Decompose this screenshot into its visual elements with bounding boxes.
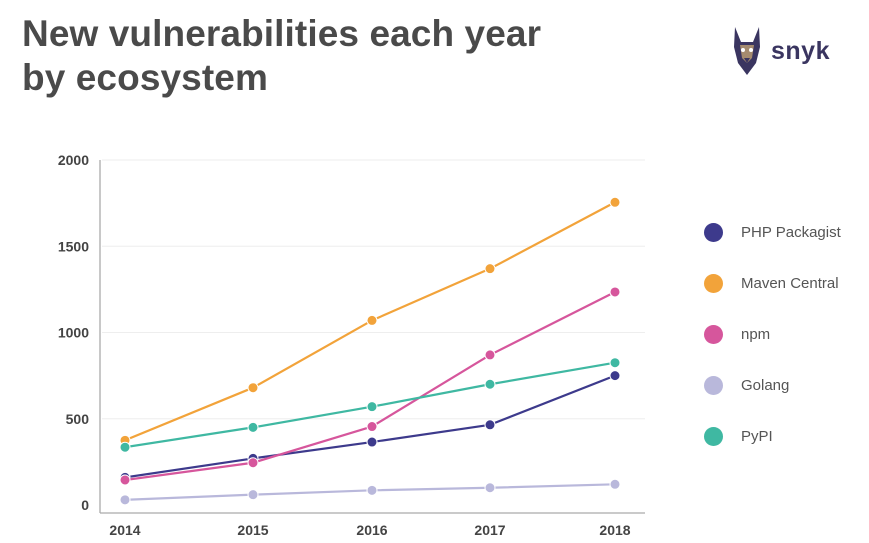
legend-label: Golang	[741, 377, 790, 394]
legend-item: PHP Packagist	[704, 207, 841, 258]
legend-item: Golang	[704, 360, 841, 411]
data-point	[609, 478, 621, 490]
data-point	[119, 441, 131, 453]
x-tick-label: 2014	[109, 522, 140, 538]
legend-item: PyPI	[704, 411, 841, 462]
data-point	[484, 482, 496, 494]
legend-item: Maven Central	[704, 258, 841, 309]
y-tick-label: 0	[81, 497, 89, 513]
data-point	[609, 286, 621, 298]
x-tick-label: 2016	[356, 522, 387, 538]
data-point	[247, 382, 259, 394]
legend-swatch	[704, 325, 723, 344]
data-point	[366, 436, 378, 448]
data-point	[609, 196, 621, 208]
legend-swatch	[704, 376, 723, 395]
data-point	[484, 263, 496, 275]
y-tick-label: 2000	[58, 152, 89, 168]
chart-title-line-1: New vulnerabilities each year	[22, 13, 542, 54]
data-point	[609, 370, 621, 382]
legend-label: PyPI	[741, 428, 773, 445]
data-point	[119, 494, 131, 506]
data-point	[484, 349, 496, 361]
x-tick-label: 2017	[474, 522, 505, 538]
data-point	[366, 484, 378, 496]
x-tick-label: 2015	[237, 522, 268, 538]
legend-swatch	[704, 427, 723, 446]
y-tick-label: 500	[66, 411, 90, 427]
y-tick-label: 1000	[58, 325, 89, 341]
legend-item: npm	[704, 309, 841, 360]
doberman-icon	[734, 27, 760, 75]
data-point	[366, 314, 378, 326]
data-point	[609, 357, 621, 369]
data-point	[366, 401, 378, 413]
data-point	[247, 457, 259, 469]
data-point	[247, 421, 259, 433]
legend-label: PHP Packagist	[741, 224, 841, 241]
brand-logo: snyk	[730, 27, 830, 75]
y-tick-label: 1500	[58, 238, 89, 254]
chart-title: New vulnerabilities each year by ecosyst…	[22, 12, 582, 100]
chart-title-line-2: by ecosystem	[22, 57, 268, 98]
legend-swatch	[704, 274, 723, 293]
x-tick-label: 2018	[599, 522, 630, 538]
brand-name: snyk	[771, 36, 830, 65]
data-point	[484, 378, 496, 390]
data-point	[119, 474, 131, 486]
chart-legend: PHP Packagist Maven Central npm Golang PyPI	[704, 207, 841, 462]
legend-label: Maven Central	[741, 275, 839, 292]
data-point	[247, 489, 259, 501]
legend-label: npm	[741, 326, 771, 343]
data-point	[366, 421, 378, 433]
legend-swatch	[704, 223, 723, 242]
data-point	[484, 419, 496, 431]
